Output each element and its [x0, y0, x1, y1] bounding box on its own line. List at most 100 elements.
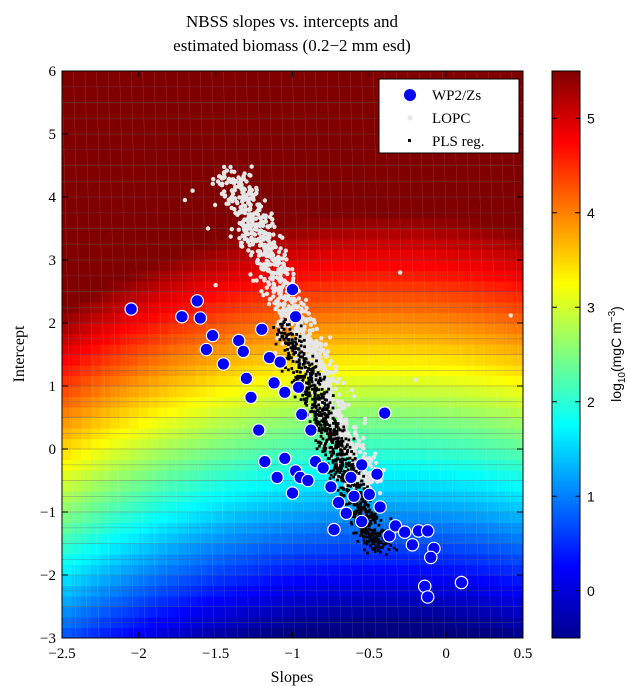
contour-cell — [215, 291, 226, 303]
contour-cell — [148, 144, 159, 156]
contour-cell — [330, 354, 342, 366]
contour-cell — [158, 354, 169, 366]
contour-cell — [484, 459, 495, 471]
contour-cell — [158, 176, 169, 188]
contour-cell — [110, 186, 121, 198]
pls-point — [335, 422, 339, 425]
pls-point — [389, 517, 393, 520]
pls-point — [376, 541, 380, 545]
contour-cell — [158, 344, 169, 356]
pls-point — [321, 401, 324, 404]
contour-cell — [455, 501, 466, 513]
contour-cell — [350, 302, 361, 314]
contour-cell — [254, 354, 265, 366]
pls-point — [305, 381, 308, 385]
contour-cell — [100, 71, 111, 83]
contour-cell — [446, 239, 457, 251]
contour-cell — [138, 564, 150, 576]
contour-cell — [330, 113, 342, 125]
lopc-point — [258, 216, 263, 221]
contour-cell — [388, 323, 399, 335]
contour-cell — [494, 627, 505, 638]
contour-cell — [158, 554, 169, 566]
contour-cell — [292, 260, 303, 272]
pls-point — [339, 458, 343, 462]
pls-point — [303, 398, 307, 402]
contour-cell — [388, 438, 399, 450]
contour-cell — [407, 228, 418, 240]
contour-cell — [62, 134, 73, 146]
contour-cell — [321, 281, 332, 293]
contour-cell — [436, 186, 447, 198]
pls-point — [343, 472, 347, 476]
contour-cell — [196, 627, 207, 638]
contour-cell — [302, 134, 313, 146]
contour-cell — [465, 281, 476, 293]
pls-point — [322, 417, 325, 421]
contour-cell — [119, 365, 130, 377]
pls-point — [373, 547, 376, 551]
contour-cell — [388, 386, 399, 398]
contour-cell — [340, 302, 351, 314]
contour-cell — [426, 438, 438, 450]
contour-cell — [436, 627, 447, 638]
pls-point — [338, 440, 342, 444]
contour-cell — [90, 102, 102, 114]
contour-cell — [71, 323, 82, 335]
y-tick-label: 2 — [49, 316, 57, 332]
contour-cell — [369, 270, 380, 282]
contour-cell — [407, 291, 418, 303]
contour-cell — [71, 543, 82, 555]
contour-cell — [263, 554, 274, 566]
contour-cell — [513, 365, 523, 377]
contour-cell — [484, 218, 495, 230]
contour-cell — [71, 123, 82, 135]
contour-cell — [206, 123, 217, 135]
contour-cell — [321, 113, 332, 125]
contour-cell — [398, 449, 409, 461]
contour-cell — [369, 396, 380, 408]
contour-cell — [263, 522, 274, 534]
contour-cell — [62, 606, 73, 618]
contour-cell — [350, 165, 361, 177]
contour-cell — [119, 71, 130, 83]
contour-cell — [177, 575, 188, 587]
contour-cell — [158, 417, 169, 429]
contour-cell — [474, 606, 486, 618]
pls-point — [298, 335, 302, 338]
contour-cell — [417, 407, 428, 419]
wp2-point — [285, 486, 300, 500]
pls-point — [294, 337, 298, 340]
chart-title-line-2: estimated biomass (0.2−2 mm esd) — [173, 36, 411, 55]
lopc-point — [228, 196, 233, 201]
lopc-point — [245, 218, 250, 223]
lopc-point — [290, 267, 295, 272]
pls-point — [316, 422, 320, 426]
contour-cell — [311, 113, 322, 125]
contour-cell — [90, 575, 102, 587]
contour-cell — [321, 207, 332, 219]
contour-cell — [225, 575, 236, 587]
lopc-point — [281, 261, 286, 266]
pls-point — [300, 340, 303, 343]
contour-cell — [90, 197, 102, 209]
contour-cell — [100, 323, 111, 335]
contour-cell — [330, 123, 342, 135]
contour-cell — [503, 470, 514, 482]
pls-point — [318, 441, 322, 444]
contour-cell — [167, 365, 178, 377]
contour-cell — [158, 312, 169, 324]
contour-cell — [215, 302, 226, 314]
contour-cell — [148, 491, 159, 503]
contour-cell — [158, 627, 169, 638]
contour-cell — [446, 207, 457, 219]
contour-cell — [417, 606, 428, 618]
contour-cell — [426, 449, 438, 461]
contour-cell — [398, 407, 409, 419]
contour-cell — [100, 386, 111, 398]
contour-cell — [388, 176, 399, 188]
pls-point — [363, 508, 367, 512]
pls-point — [348, 445, 352, 449]
contour-cell — [340, 365, 351, 377]
contour-cell — [186, 449, 198, 461]
